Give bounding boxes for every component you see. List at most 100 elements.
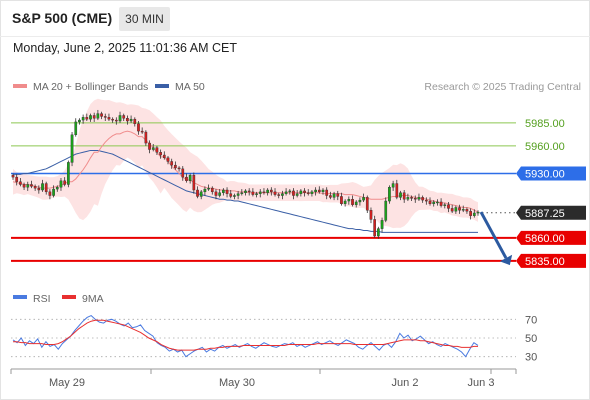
candle: [299, 189, 303, 197]
candle: [144, 130, 148, 146]
candle: [140, 127, 144, 134]
x-tick-label: May 29: [49, 377, 85, 389]
candlesticks: [11, 109, 480, 239]
candle: [151, 144, 155, 152]
candle: [443, 202, 447, 209]
level-label-5860.00: 5860.00: [525, 233, 565, 245]
forecast-arrow-head: [499, 254, 513, 266]
interval-button[interactable]: 30 MIN: [119, 7, 170, 31]
candle: [284, 188, 288, 196]
candle: [380, 217, 384, 233]
candle: [421, 195, 424, 203]
candle: [78, 118, 81, 125]
candle: [100, 111, 103, 120]
candle: [351, 195, 354, 207]
candle: [369, 207, 373, 224]
candle: [225, 187, 229, 198]
candle: [325, 187, 329, 200]
candle: [399, 190, 402, 201]
rsi-tick-70: 70: [525, 314, 537, 326]
candle: [118, 111, 122, 123]
candle: [129, 115, 133, 123]
rsi-lines: [12, 315, 479, 358]
candle: [472, 209, 476, 218]
candle: [236, 190, 240, 200]
candle: [26, 181, 30, 191]
candle: [354, 200, 358, 208]
candle: [273, 188, 277, 197]
candle: [262, 188, 266, 195]
candle: [162, 151, 166, 160]
candle: [450, 204, 454, 213]
candle: [103, 113, 107, 121]
x-tick-label: May 30: [219, 377, 255, 389]
candle: [476, 210, 480, 216]
candle: [52, 185, 55, 198]
candle: [155, 145, 159, 156]
candle: [461, 205, 465, 213]
ma20-legend-swatch: [13, 84, 27, 88]
rsi-tick-30: 30: [525, 352, 537, 364]
level-label-5887.25: 5887.25: [525, 208, 565, 220]
rsi-ma-line: [13, 319, 478, 351]
candle: [203, 186, 207, 196]
x-tick-label: Jun 3: [468, 377, 495, 389]
candle: [281, 190, 284, 200]
candle: [424, 197, 428, 205]
ma50-legend-label: MA 50: [175, 81, 205, 93]
candle: [30, 180, 33, 189]
candle: [258, 189, 262, 198]
level-tag-5835.00: [516, 253, 586, 268]
candle: [310, 190, 314, 197]
candle: [303, 188, 306, 197]
candle: [417, 193, 421, 202]
candle: [192, 172, 196, 194]
rsi-grid: 70 50 30: [11, 314, 537, 364]
rsi-line: [12, 315, 479, 358]
candle: [251, 188, 255, 197]
candle: [70, 132, 74, 167]
candle: [148, 140, 151, 154]
candle: [107, 113, 111, 121]
candle: [362, 193, 365, 202]
candle: [214, 189, 218, 200]
candle: [114, 117, 118, 125]
candle: [277, 192, 281, 199]
candle: [240, 189, 244, 196]
candle: [85, 113, 89, 121]
candle: [67, 160, 70, 188]
rsi-ma-legend-label: 9MA: [82, 293, 104, 305]
candle: [410, 195, 413, 202]
price-levels: [11, 122, 516, 262]
candle: [292, 188, 295, 200]
candle: [365, 195, 369, 213]
candle: [207, 184, 210, 191]
candle: [199, 190, 203, 200]
candle: [22, 182, 26, 190]
candle: [74, 118, 78, 137]
x-axis-ticks: May 29 May 30 Jun 2 Jun 3: [10, 369, 517, 389]
candle: [89, 113, 92, 122]
candle: [428, 197, 432, 206]
candle: [454, 205, 458, 214]
level-label-5985.00: 5985.00: [525, 118, 565, 130]
candle: [15, 174, 19, 186]
candle: [188, 173, 192, 184]
candle: [321, 188, 325, 195]
candle: [388, 185, 391, 204]
candle: [210, 186, 214, 195]
candle: [44, 181, 48, 195]
candle: [92, 112, 96, 122]
candle: [122, 113, 126, 121]
copyright-label: Research © 2025 Trading Central: [424, 81, 581, 93]
candle: [317, 186, 321, 194]
candle: [48, 189, 52, 200]
candle: [181, 166, 185, 181]
ma50-legend-swatch: [155, 84, 169, 88]
level-tag-5930.00: [516, 166, 586, 181]
candle: [177, 166, 181, 172]
candle: [336, 190, 340, 201]
candle: [406, 193, 410, 202]
candle: [384, 197, 388, 223]
